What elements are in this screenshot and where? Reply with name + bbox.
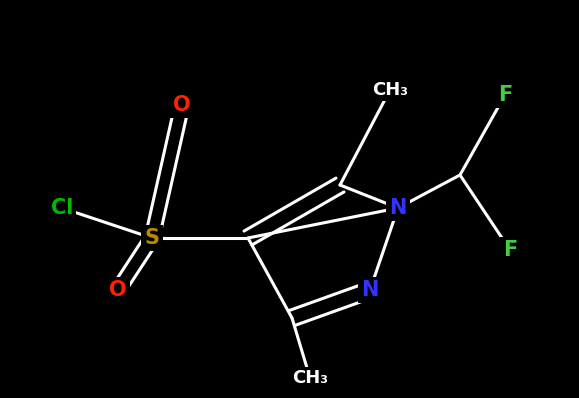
Text: Cl: Cl — [51, 198, 73, 218]
Text: N: N — [361, 280, 379, 300]
Text: O: O — [173, 95, 191, 115]
Text: F: F — [498, 85, 512, 105]
Text: CH₃: CH₃ — [292, 369, 328, 387]
Text: O: O — [109, 280, 127, 300]
Text: CH₃: CH₃ — [372, 81, 408, 99]
Text: N: N — [389, 198, 406, 218]
Text: F: F — [503, 240, 517, 260]
Text: S: S — [145, 228, 159, 248]
